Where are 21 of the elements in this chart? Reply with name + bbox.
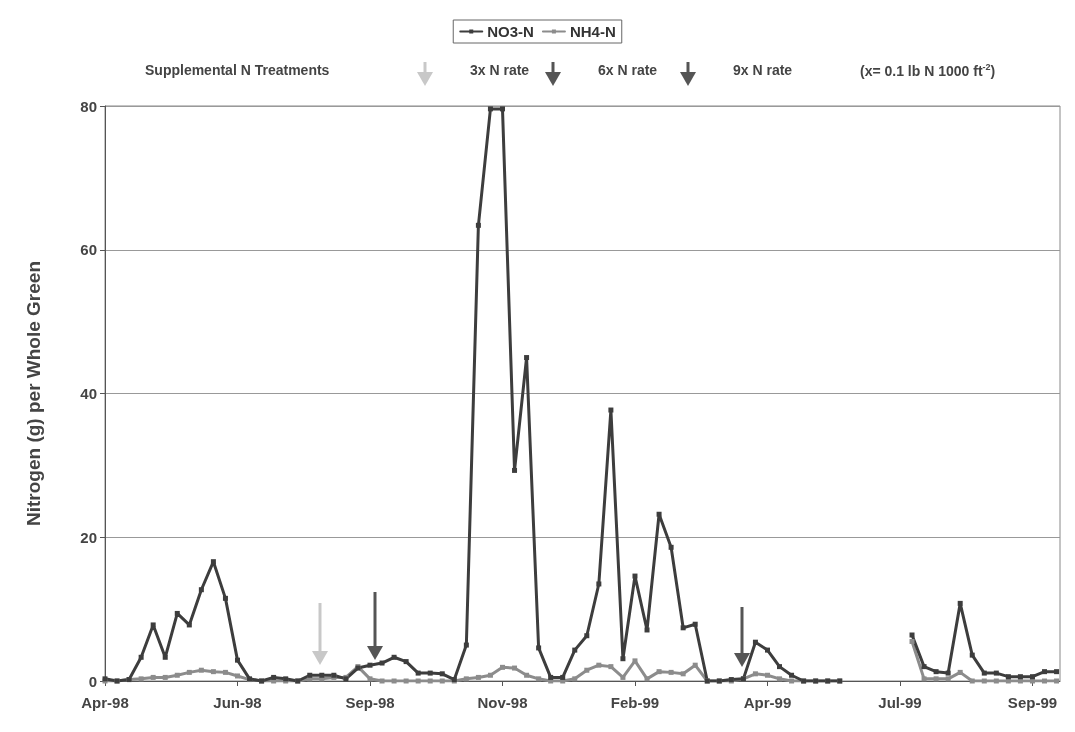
y-tick-label: 20 <box>80 528 97 546</box>
text: 3x N rate <box>470 62 530 78</box>
text: Supplemental N Treatments <box>145 62 330 78</box>
y-tick-label: 60 <box>80 241 97 259</box>
y-tick-label: 80 <box>80 97 97 115</box>
x-tick-label: Jul-99 <box>878 694 922 711</box>
legend-label: NO3-N <box>487 23 534 40</box>
y-axis-title: Nitrogen (g) per Whole Green <box>23 261 44 526</box>
text: 6x N rate <box>598 62 658 78</box>
x-tick-label: Sep-99 <box>1007 694 1058 711</box>
y-tick-label: 0 <box>88 672 97 690</box>
x-tick-label: Apr-98 <box>81 694 129 711</box>
y-tick-label: 40 <box>80 385 97 402</box>
x-tick-label: Apr-99 <box>743 694 792 711</box>
legend-label: NH4-N <box>569 23 616 40</box>
x-tick-label: Nov-98 <box>477 694 528 711</box>
text: (x= 0.1 lb N 1000 ft$^{-2}$) <box>860 62 996 79</box>
x-tick-label: Jun-98 <box>213 694 262 711</box>
text: 9x N rate <box>733 62 793 78</box>
x-tick-label: Feb-99 <box>610 694 660 711</box>
x-tick-label: Sep-98 <box>345 694 395 711</box>
